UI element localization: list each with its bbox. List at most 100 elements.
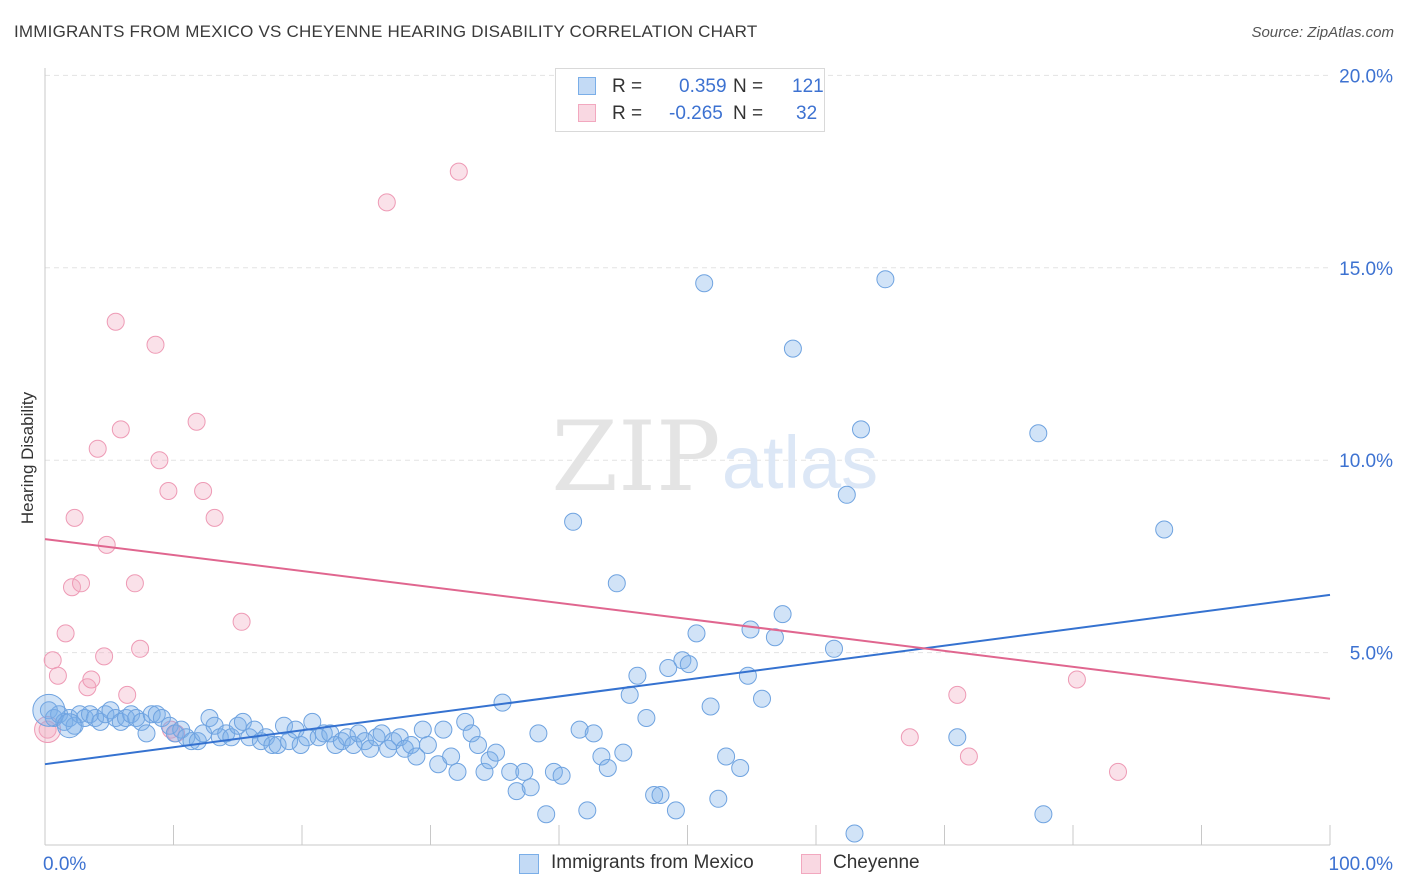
y-tick-label: 15.0% [1339, 259, 1393, 280]
cheyenne-point [95, 647, 114, 666]
mexico-point [142, 705, 161, 724]
mexico-point [645, 786, 664, 804]
legend-swatch-mexico [578, 77, 596, 95]
mexico-point [701, 697, 720, 716]
correlation-legend: R = 0.359 N = 121 R = -0.265 N = 32 [555, 68, 825, 132]
mexico-point [515, 762, 534, 781]
mexico-point [731, 759, 750, 777]
mexico-point [418, 736, 437, 754]
mexico-point [598, 759, 617, 777]
mexico-point [695, 274, 714, 293]
mexico-point [501, 762, 520, 781]
legend-n-label: N = [733, 76, 764, 97]
mexico-point [659, 659, 678, 677]
cheyenne-point [97, 535, 116, 554]
chart-title: IMMIGRANTS FROM MEXICO VS CHEYENNE HEARI… [14, 22, 758, 41]
cheyenne-point [125, 574, 144, 593]
mexico-point [263, 736, 282, 754]
cheyenne-point [72, 574, 90, 593]
mexico-point [448, 762, 467, 781]
cheyenne-point [88, 439, 107, 458]
mexico-point [852, 420, 870, 439]
mexico-point [738, 666, 757, 685]
y-tick-label: 20.0% [1339, 66, 1393, 87]
mexico-point [344, 736, 363, 754]
axes [44, 68, 1331, 846]
mexico-point [475, 762, 494, 781]
mexico-point [65, 716, 84, 735]
watermark: ZIP atlas [551, 401, 878, 513]
mexico-trend-line [44, 593, 1331, 766]
grid-layer [45, 74, 1330, 654]
bottom-legend-label-cheyenne: Cheyenne [833, 852, 920, 873]
mexico-point [434, 720, 453, 739]
mexico-point [607, 574, 626, 593]
mexico-point [1029, 424, 1048, 443]
mexico-point [407, 747, 426, 766]
cheyenne-point [65, 508, 84, 527]
cheyenne-point [205, 508, 224, 527]
mexico-point [876, 270, 895, 289]
legend-swatch-cheyenne [578, 104, 596, 122]
mexico-point [620, 685, 639, 704]
mexico-point [584, 724, 603, 743]
mexico-point [487, 743, 505, 762]
legend-n-value: 121 [792, 76, 824, 97]
mexico-point [413, 720, 432, 739]
mexico-point-large [56, 713, 82, 739]
mexico-point [666, 801, 685, 820]
cheyenne-point [56, 624, 75, 643]
mexico-point [552, 766, 571, 785]
cheyenne-trend-line [44, 538, 1331, 700]
cheyenne-point [1109, 762, 1127, 781]
cheyenne-point [111, 420, 130, 439]
mexico-point [537, 805, 556, 824]
mexico-point-large [32, 693, 66, 727]
mexico-point [132, 712, 151, 731]
watermark-atlas: atlas [722, 421, 878, 504]
mexico-point [637, 709, 656, 727]
cheyenne-point [959, 747, 978, 766]
mexico-point [456, 712, 475, 731]
cheyenne-point [194, 482, 213, 500]
cheyenne-point [449, 162, 468, 181]
mexico-point [222, 728, 241, 747]
x-tick-label: 0.0% [43, 854, 86, 875]
cheyenne-point [1067, 670, 1086, 689]
mexico-point [442, 747, 461, 766]
mexico-point [480, 751, 499, 770]
legend-r-label: R = [612, 76, 643, 97]
mexico-point [152, 709, 171, 727]
mexico-point [837, 485, 856, 504]
cheyenne-point [377, 193, 396, 212]
mexico-point [361, 739, 380, 758]
cheyenne-point [118, 685, 137, 704]
mexico-point [1034, 805, 1053, 824]
mexico-point [1155, 520, 1174, 539]
mexico-point [773, 605, 792, 624]
cheyenne-point [187, 412, 206, 431]
source-label: Source: ZipAtlas.com [1251, 24, 1394, 41]
mexico-point [462, 724, 481, 743]
cheyenne-point [159, 482, 178, 500]
cheyenne-points [34, 162, 1127, 781]
watermark-zip: ZIP [551, 401, 720, 513]
cheyenne-point [232, 612, 251, 631]
mexico-point [349, 724, 368, 743]
cheyenne-point [900, 728, 919, 747]
cheyenne-point [48, 666, 67, 685]
legend-r-value: -0.265 [669, 103, 723, 124]
cheyenne-point [82, 670, 101, 689]
trend-lines [44, 538, 1331, 766]
mexico-point [469, 736, 487, 754]
cheyenne-point [63, 578, 81, 597]
mexico-point [291, 736, 310, 754]
mexico-point [765, 628, 784, 647]
bottom-legend-label-mexico: Immigrants from Mexico [551, 852, 754, 873]
mexico-point [628, 666, 647, 685]
mexico-point [717, 747, 736, 766]
cheyenne-point [146, 335, 165, 354]
y-axis-label: Hearing Disability [18, 391, 37, 525]
mexico-point [614, 743, 633, 762]
